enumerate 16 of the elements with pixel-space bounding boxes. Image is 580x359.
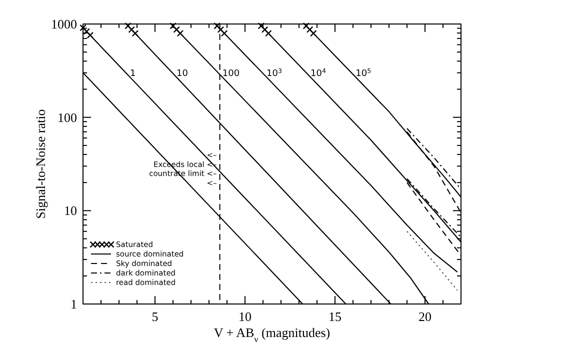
y-axis-title: Signal-to-Noise ratio [33, 109, 48, 219]
y-tick-label: 10 [64, 203, 77, 218]
y-tick-label: 100 [58, 110, 77, 125]
series-label: 1 [130, 69, 136, 80]
series-label: 10$^{3}$ [266, 68, 282, 80]
x-tick-label: 20 [418, 309, 432, 324]
series-label: 10$^{5}$ [356, 68, 372, 80]
series-label: 100 [222, 69, 240, 80]
x-axis-title: V + AB$_{ν}$ (magnitudes) [214, 325, 330, 344]
y-tick-label: 1000 [51, 16, 77, 32]
series-label: 10$^{4}$ [310, 68, 326, 80]
x-tick-label: 15 [328, 309, 342, 324]
x-tick-label: 10 [238, 309, 252, 324]
y-tick-label: 1 [70, 296, 77, 312]
x-tick-label: 5 [152, 309, 158, 324]
series-label: 10 [176, 69, 188, 80]
